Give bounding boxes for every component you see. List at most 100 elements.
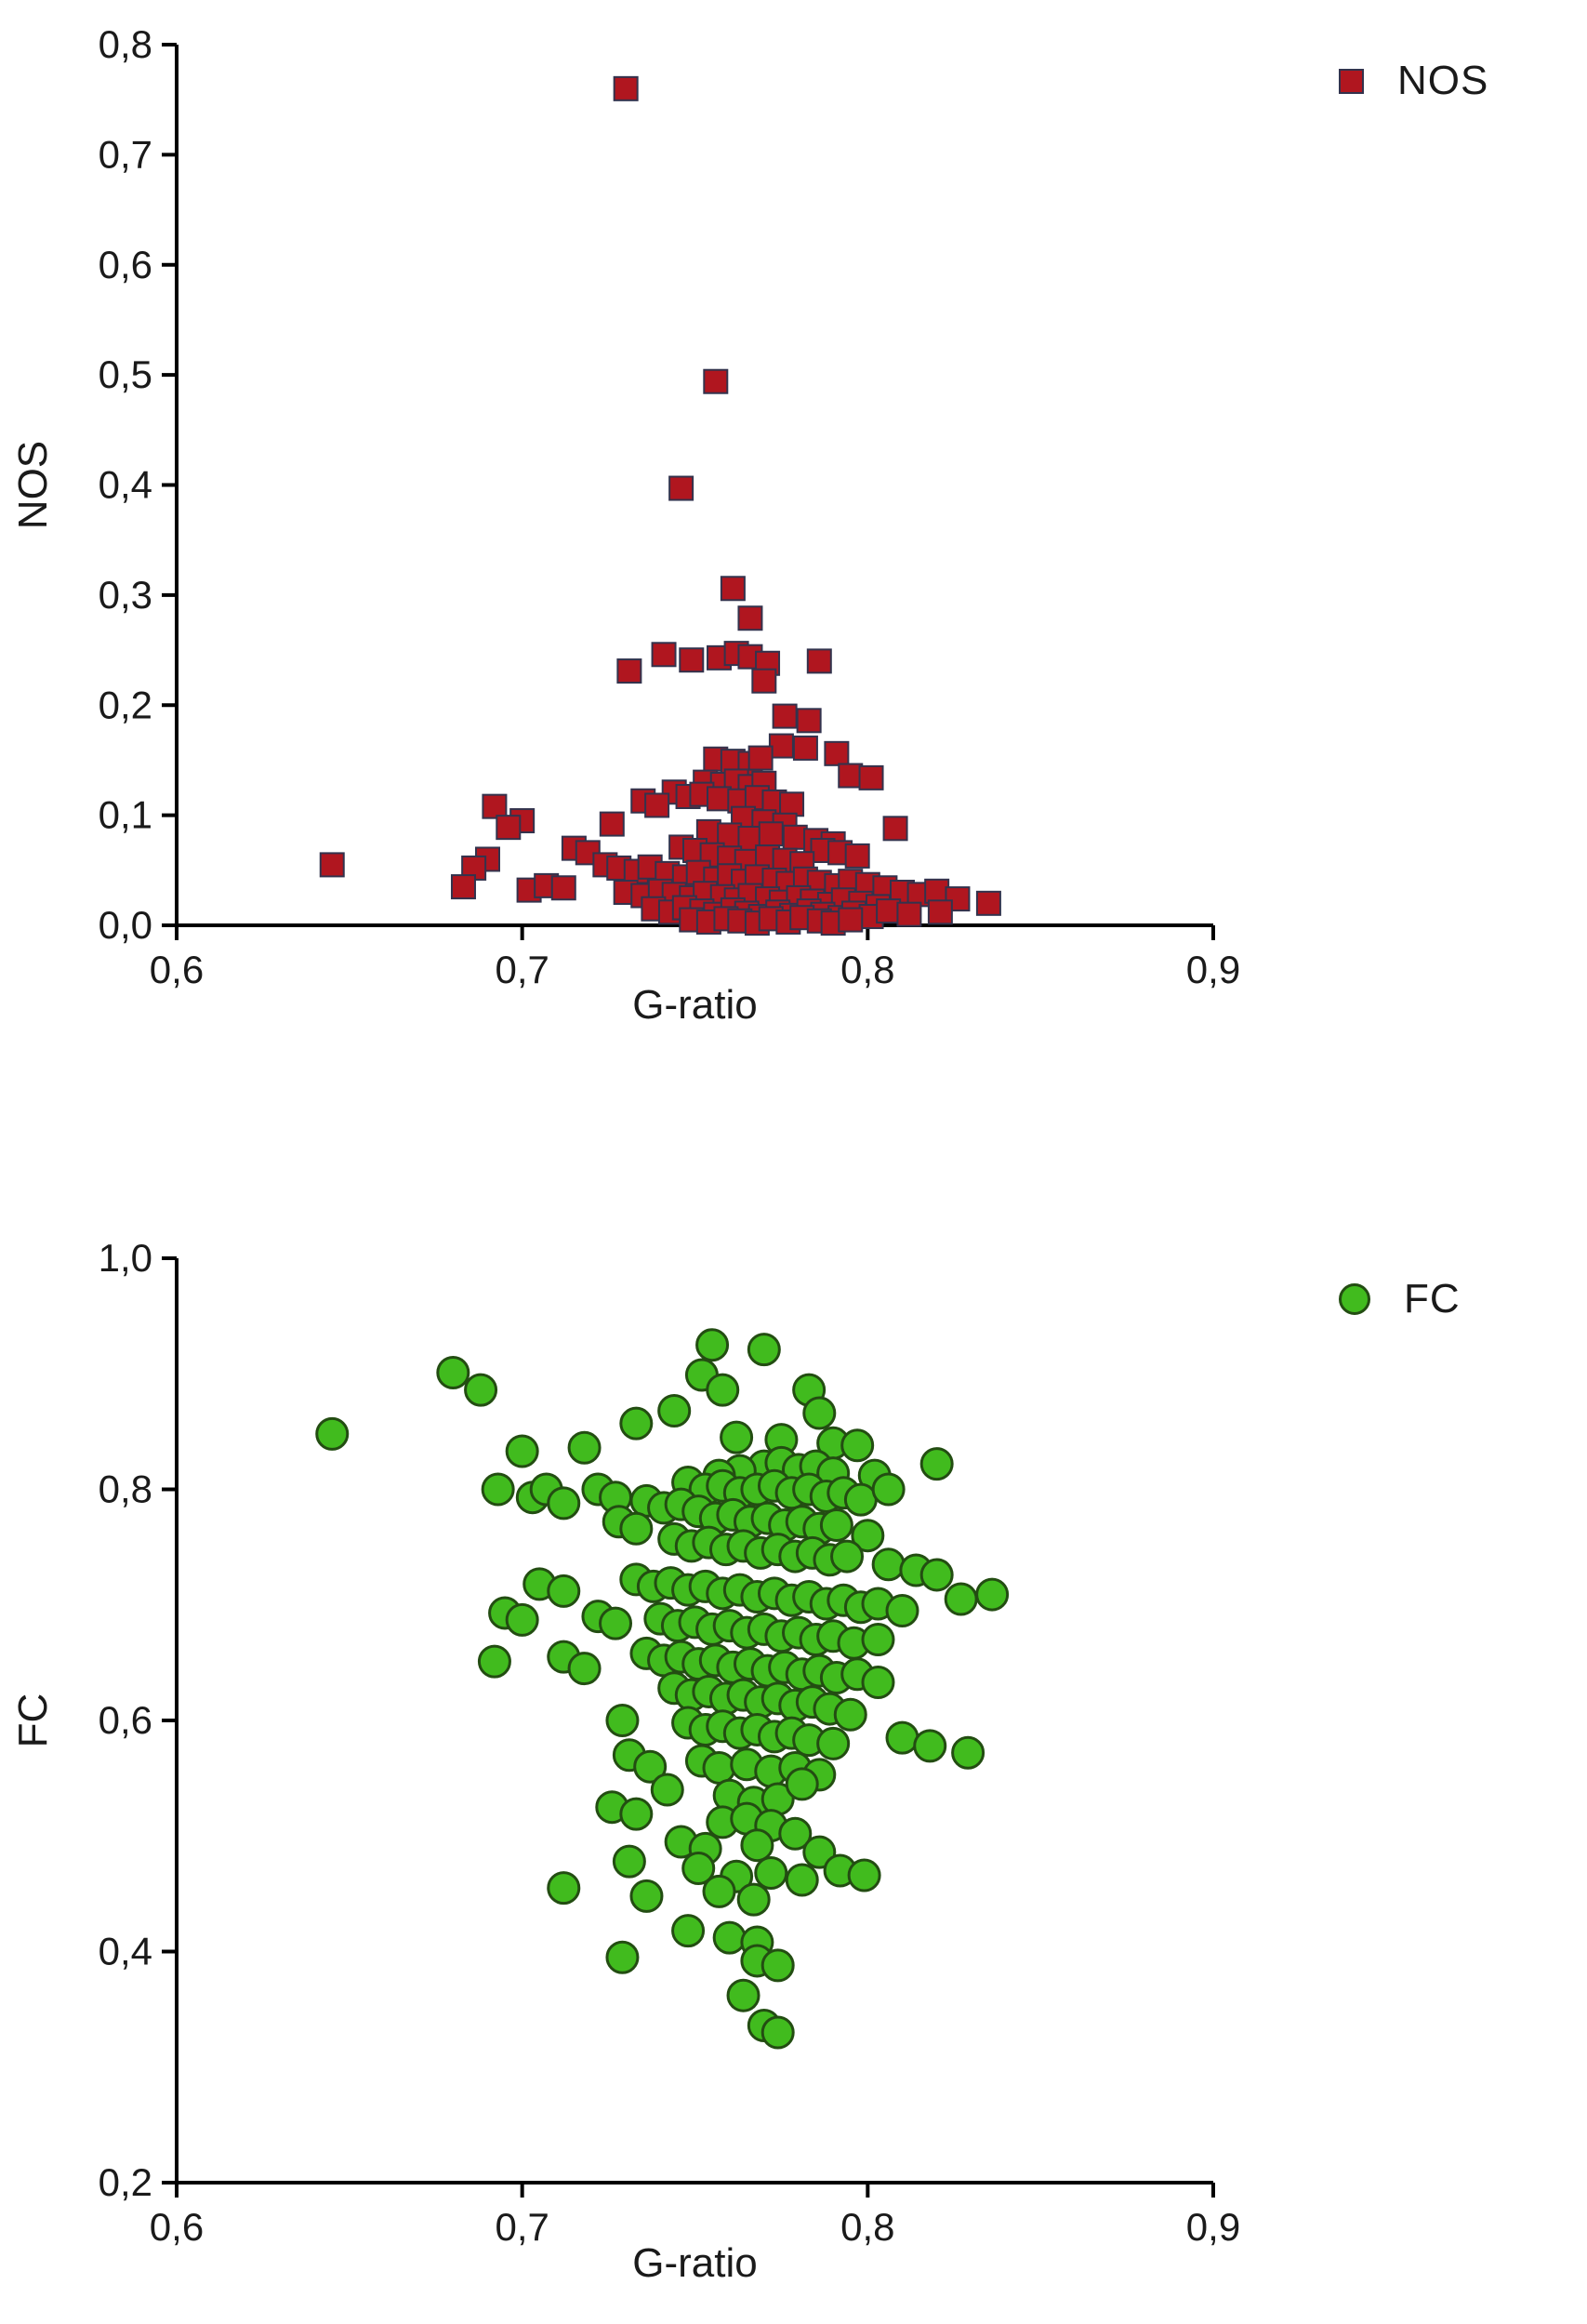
- data-point: [703, 368, 729, 394]
- data-point: [830, 1539, 865, 1574]
- x-tick-label: 0,8: [840, 948, 894, 991]
- scatter-points: [315, 1328, 1010, 2050]
- y-tick-label: 0,2: [99, 2160, 152, 2204]
- data-point: [843, 1482, 878, 1517]
- data-point: [671, 1914, 706, 1948]
- x-axis-title: G-ratio: [632, 2240, 757, 2286]
- data-point: [651, 642, 677, 668]
- data-point: [650, 1773, 684, 1807]
- data-point: [792, 735, 818, 761]
- y-tick-label: 0,4: [99, 1930, 152, 1973]
- data-point: [547, 1486, 581, 1521]
- fc-legend-marker-icon: [1339, 1283, 1370, 1315]
- y-axis-title: FC: [10, 1693, 56, 1748]
- data-point: [450, 874, 476, 900]
- y-tick-label: 0,8: [99, 1467, 152, 1511]
- y-tick-label: 0,5: [99, 352, 152, 396]
- x-axis-title: G-ratio: [632, 982, 757, 1028]
- nos-legend-label: NOS: [1397, 58, 1489, 103]
- data-point: [871, 1472, 906, 1507]
- x-tick-label: 0,6: [150, 948, 204, 991]
- data-point: [737, 605, 763, 631]
- data-point: [599, 811, 625, 837]
- data-point: [796, 708, 822, 734]
- data-point: [819, 1508, 853, 1543]
- scatter-points: [319, 75, 1001, 936]
- nos-plot: 0,6 0,7 0,8 0,9 0,0 0,1 0,2 0,3 0,4 0,5 0,6 0,7 0,8 G…: [10, 22, 1240, 1028]
- data-point: [760, 1948, 795, 1983]
- data-point: [785, 1767, 819, 1801]
- data-point: [802, 1835, 837, 1869]
- data-point: [567, 1652, 602, 1686]
- data-point: [747, 1333, 781, 1367]
- data-point: [772, 703, 798, 729]
- data-point: [315, 1416, 350, 1451]
- data-point: [567, 1430, 602, 1465]
- data-point: [679, 647, 705, 673]
- data-point: [806, 648, 832, 674]
- data-point: [616, 658, 642, 684]
- data-point: [619, 1511, 654, 1546]
- data-point: [720, 576, 746, 602]
- data-point: [612, 1844, 646, 1879]
- data-point: [785, 1863, 819, 1897]
- data-point: [885, 1593, 919, 1627]
- data-point: [838, 763, 864, 789]
- data-point: [861, 1623, 895, 1657]
- data-point: [944, 1582, 978, 1616]
- x-tick-label: 0,6: [150, 2205, 204, 2249]
- data-point: [657, 1394, 692, 1428]
- data-point: [747, 745, 774, 771]
- y-tick-label: 0,1: [99, 793, 152, 837]
- data-point: [712, 1920, 747, 1955]
- data-point: [736, 1882, 771, 1917]
- data-point: [644, 792, 670, 818]
- data-point: [882, 816, 908, 842]
- data-point: [778, 1816, 813, 1851]
- data-point: [668, 475, 694, 501]
- y-tick-label: 0,8: [99, 22, 152, 66]
- data-point: [681, 1852, 716, 1886]
- data-point: [816, 1726, 851, 1760]
- data-point: [858, 764, 884, 790]
- data-point: [779, 791, 805, 817]
- data-point: [633, 1749, 668, 1784]
- data-point: [707, 786, 733, 812]
- y-axis-title: NOS: [10, 441, 56, 529]
- data-point: [896, 901, 922, 927]
- data-point: [547, 1871, 581, 1906]
- nos-legend-marker-icon: [1339, 68, 1364, 94]
- data-point: [482, 793, 508, 819]
- data-point: [802, 1396, 837, 1430]
- data-point: [924, 878, 950, 904]
- data-point: [951, 1735, 985, 1770]
- data-point: [505, 1434, 539, 1468]
- y-tick-label: 1,0: [99, 1236, 152, 1280]
- data-point: [605, 1940, 640, 1974]
- data-point: [768, 733, 794, 759]
- data-point: [927, 899, 953, 925]
- data-point: [613, 75, 639, 101]
- data-point: [840, 1428, 875, 1463]
- fc-legend-label: FC: [1404, 1276, 1461, 1321]
- data-point: [751, 668, 777, 694]
- y-tick-label: 0,3: [99, 573, 152, 617]
- y-tick-label: 0,6: [99, 243, 152, 286]
- data-point: [782, 824, 808, 850]
- x-tick-label: 0,8: [840, 2205, 894, 2249]
- y-tick-label: 0,2: [99, 683, 152, 726]
- data-point: [547, 1574, 581, 1608]
- data-point: [505, 1602, 539, 1637]
- data-point: [760, 2015, 795, 2050]
- data-point: [496, 815, 522, 841]
- data-point: [619, 1797, 654, 1831]
- data-point: [758, 821, 784, 847]
- data-point: [913, 1729, 947, 1763]
- data-point: [706, 1373, 740, 1407]
- x-tick-label: 0,7: [495, 948, 549, 991]
- data-point: [702, 1750, 736, 1785]
- data-point: [436, 1356, 470, 1390]
- data-point: [754, 1856, 788, 1891]
- x-tick-label: 0,9: [1186, 948, 1240, 991]
